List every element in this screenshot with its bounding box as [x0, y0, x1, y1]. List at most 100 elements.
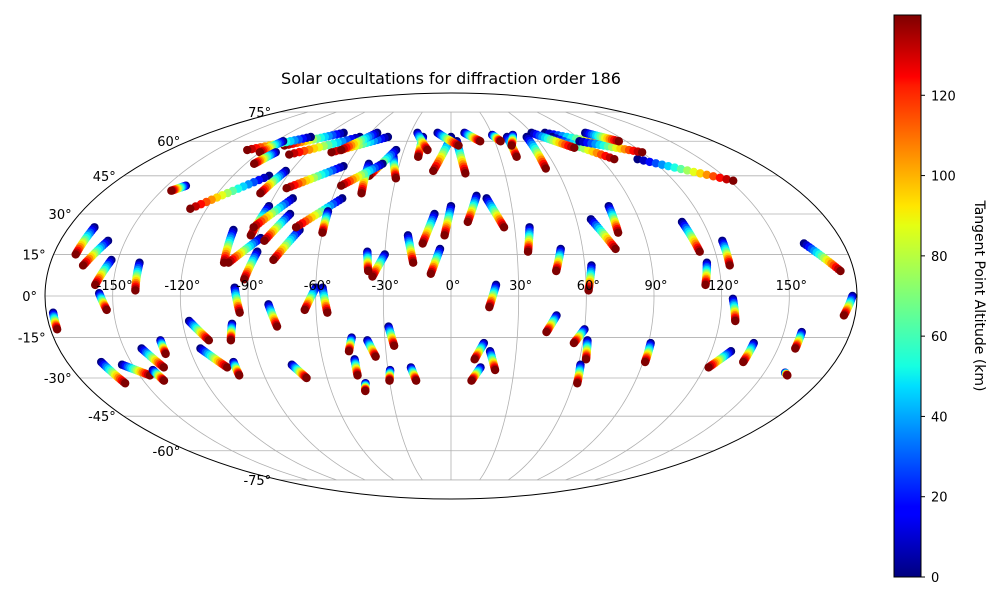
occultation-track [350, 355, 362, 380]
colorbar-tick-label: 40 [931, 410, 948, 425]
longitude-gridline [536, 111, 655, 481]
track-point [657, 160, 667, 169]
track-point [496, 137, 505, 146]
occultation-track [413, 128, 432, 155]
colorbar-label: Tangent Point Altitude (km) [971, 199, 987, 391]
occultation-track [580, 128, 624, 146]
track-point [485, 302, 494, 312]
track-point [90, 280, 100, 290]
occultation-track [418, 209, 439, 248]
occultation-track [368, 250, 389, 281]
occultation-track [239, 247, 262, 284]
track-point [429, 166, 438, 176]
track-point [361, 386, 370, 396]
occultation-track [186, 171, 274, 213]
occultation-track [470, 338, 489, 364]
track-point [385, 376, 394, 385]
longitude-tick-label: -60° [304, 279, 332, 294]
latitude-tick-label: -60° [153, 445, 181, 460]
occultation-track [287, 360, 311, 383]
latitude-tick-label: 15° [23, 248, 46, 263]
track-point [523, 247, 533, 256]
occultation-track [701, 258, 712, 290]
track-point [161, 349, 170, 359]
latitude-tick-label: 0° [22, 290, 37, 305]
track-point [541, 164, 551, 173]
track-point [300, 305, 309, 315]
track-point [371, 352, 380, 361]
longitude-tick-labels: -150° -120° -90° -60° -30° 0° 30° 60° 90° 120° 150… [97, 279, 807, 294]
occultation-track [460, 128, 485, 146]
track-point [246, 231, 256, 240]
longitude-tick-label: 0° [446, 279, 461, 294]
longitude-gridline [179, 111, 337, 481]
track-point [715, 173, 725, 182]
occultation-track [97, 357, 130, 388]
occultation-track [522, 132, 551, 173]
colorbar [893, 14, 922, 578]
occultation-track [336, 159, 387, 190]
occultation-track [527, 128, 579, 152]
track-point [272, 322, 282, 331]
longitude-gridline [382, 111, 423, 481]
track-point [704, 363, 713, 372]
occultation-track [318, 283, 332, 317]
longitude-tick-label: 60° [577, 279, 600, 294]
track-point [729, 176, 738, 185]
track-point [552, 266, 561, 276]
track-point [739, 357, 748, 367]
occultation-track [264, 300, 282, 331]
occultation-track [584, 261, 596, 295]
track-point [570, 143, 579, 152]
occultation-track [48, 308, 62, 334]
occultation-track [433, 128, 463, 150]
track-point [676, 164, 686, 174]
occultation-track [260, 209, 295, 245]
occultation-track [256, 166, 290, 198]
occultation-track [581, 336, 592, 364]
track-point [584, 286, 593, 295]
track-point [670, 163, 679, 172]
latitude-tick-label: -75° [243, 474, 271, 489]
track-point [389, 341, 399, 350]
track-point [224, 258, 233, 267]
occultation-track [78, 236, 113, 270]
track-point [725, 261, 734, 270]
occultation-track [344, 333, 356, 356]
track-point [226, 336, 236, 345]
track-point [689, 167, 698, 177]
occultation-track [94, 289, 111, 315]
track-point [791, 344, 800, 353]
track-point [542, 327, 551, 337]
track-point [614, 137, 624, 146]
track-point [249, 159, 259, 169]
track-point [243, 145, 252, 155]
track-point [353, 371, 362, 380]
occultation-track [337, 128, 382, 155]
occultation-track [575, 137, 647, 157]
occultation-track [403, 231, 418, 267]
map-boundary [44, 92, 858, 500]
longitude-tick-label: 150° [776, 279, 807, 294]
track-point [722, 175, 731, 184]
track-point [269, 255, 278, 265]
occultation-track [131, 258, 144, 295]
occultation-track [780, 368, 792, 380]
track-point [454, 141, 463, 150]
occultation-track [507, 130, 517, 150]
latitude-tick-label: -15° [18, 332, 46, 347]
colorbar-tick-label: 60 [931, 330, 948, 345]
occultation-track [704, 347, 736, 372]
longitude-gridline [247, 111, 366, 481]
occultation-track [167, 181, 191, 195]
track-point [323, 308, 332, 317]
track-point [260, 236, 269, 245]
track-point [204, 336, 214, 345]
latitude-tick-label: 60° [157, 135, 180, 150]
occultation-track [71, 223, 99, 259]
longitude-gridline [112, 111, 308, 481]
occultation-track [249, 194, 297, 232]
track-point [249, 223, 258, 232]
occultation-track [300, 283, 320, 315]
track-point [426, 269, 436, 278]
